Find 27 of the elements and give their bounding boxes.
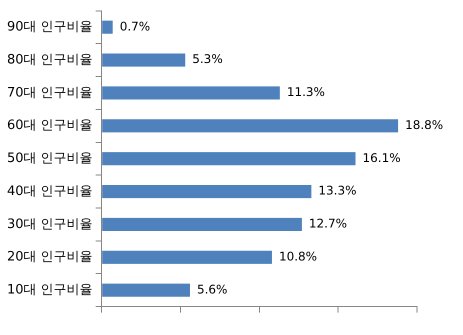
data-label: 18.8% [405,118,444,132]
bar [102,218,302,232]
y-tick-label: 20대 인구비율 [6,250,93,265]
data-label: 12.7% [308,216,348,231]
bar [102,119,398,132]
y-tick-label: 10대 인구비율 [6,282,93,298]
y-tick-label: 40대 인구비율 [6,184,93,199]
data-label: 16.1% [362,150,401,165]
y-tick-label: 30대 인구비율 [6,216,93,232]
data-label: 10.8% [278,249,318,264]
y-tick-label: 80대 인구비율 [6,52,93,68]
y-tick-label: 70대 인구비율 [6,85,93,100]
data-label: 13.3% [318,184,356,198]
bar [102,152,356,166]
data-label: 0.7% [120,19,150,34]
bar [102,20,113,34]
data-label: 5.6% [196,282,228,296]
bar [102,184,312,198]
data-label: 11.3% [286,85,325,100]
y-tick-label: 50대 인구비율 [6,151,93,166]
y-tick-label: 90대 인구비율 [6,20,93,35]
bar [102,54,186,67]
data-label: 5.3% [192,52,223,66]
y-tick-label: 60대 인구비율 [6,118,93,134]
bar [102,284,190,297]
bar [102,250,272,264]
bar [102,86,280,100]
